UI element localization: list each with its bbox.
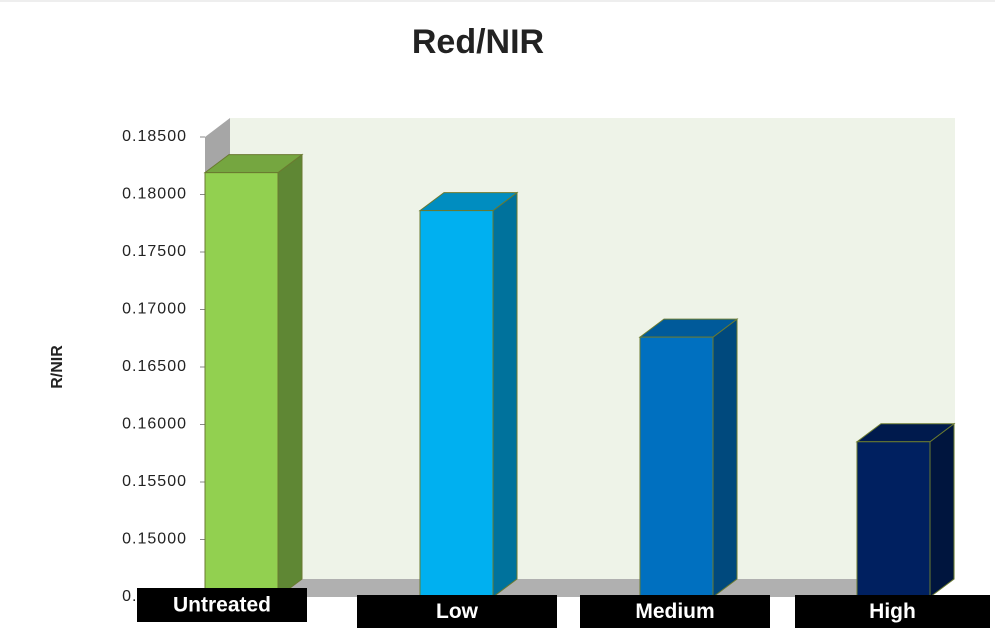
category-box — [795, 595, 990, 628]
bar — [856, 441, 931, 598]
y-tick-label: 0.16000 — [122, 416, 187, 433]
x-tick-label: Untreated — [173, 594, 271, 617]
y-axis-label: R/NIR — [49, 345, 66, 389]
bar — [204, 172, 279, 598]
y-tick-label: 0.15000 — [122, 531, 187, 548]
y-tick-label: 0.16500 — [122, 358, 187, 375]
category-box — [137, 588, 307, 622]
bar-side — [492, 191, 518, 598]
x-tick-label: Medium — [635, 600, 714, 623]
y-tick-label: 0.17000 — [122, 301, 187, 318]
category-box — [357, 595, 557, 628]
x-tick-label: High — [869, 600, 916, 623]
bar-side — [929, 422, 955, 598]
category-box — [580, 595, 770, 628]
y-tick-label: 0.18500 — [122, 128, 187, 145]
bar-side — [712, 318, 738, 598]
bar-side — [277, 153, 303, 598]
y-tick-label: 0.15500 — [122, 473, 187, 490]
chart-title: Red/NIR — [412, 23, 544, 61]
bar — [419, 210, 494, 598]
floor — [205, 579, 955, 597]
x-tick-label: Low — [436, 600, 479, 623]
y-tick-label: 0.18000 — [122, 186, 187, 203]
bar — [639, 336, 714, 598]
y-tick-label: 0.17500 — [122, 243, 187, 260]
back-wall — [230, 118, 955, 579]
